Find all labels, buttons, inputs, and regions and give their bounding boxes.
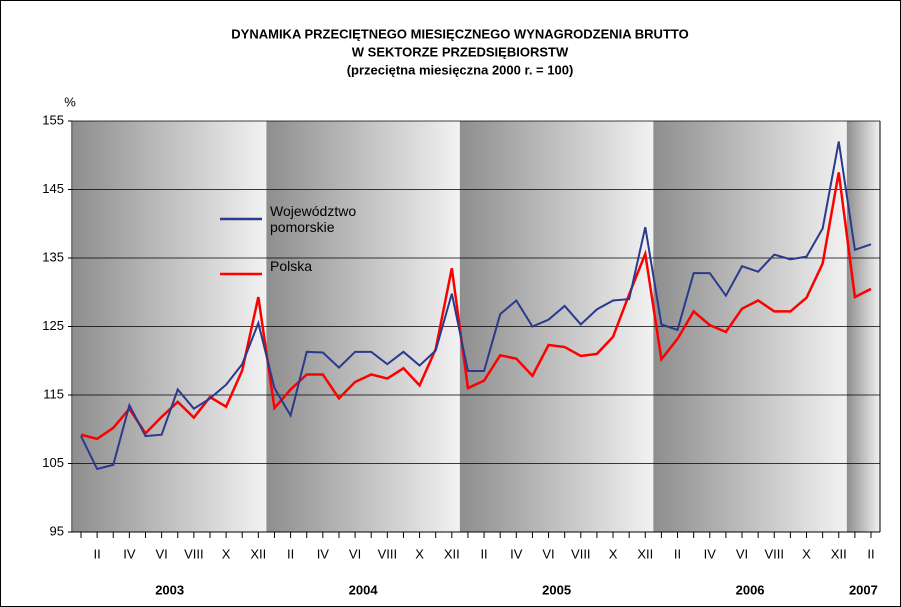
y-tick-label: 95 <box>50 523 64 538</box>
y-axis-label: % <box>64 94 76 109</box>
x-tick-label: X <box>415 546 424 561</box>
x-tick-label: VIII <box>571 546 591 561</box>
x-tick-label: X <box>222 546 231 561</box>
x-tick-label: VI <box>542 546 554 561</box>
x-tick-label: VI <box>349 546 361 561</box>
x-tick-label: II <box>867 546 874 561</box>
y-tick-label: 115 <box>43 386 64 401</box>
x-tick-label: VIII <box>378 546 398 561</box>
x-tick-label: XII <box>637 546 653 561</box>
chart-title: DYNAMIKA PRZECIĘTNEGO MIESIĘCZNEGO WYNAG… <box>231 26 688 41</box>
chart-subtitle: W SEKTORZE PRZEDSIĘBIORSTW <box>352 44 569 59</box>
x-tick-label: II <box>94 546 101 561</box>
chart-subtitle: (przeciętna miesięczna 2000 r. = 100) <box>347 62 574 77</box>
x-tick-label: II <box>480 546 487 561</box>
x-tick-label: VIII <box>184 546 204 561</box>
y-tick-label: 145 <box>42 181 64 196</box>
y-tick-label: 155 <box>42 112 64 127</box>
y-tick-label: 135 <box>42 249 64 264</box>
x-tick-label: II <box>674 546 681 561</box>
year-label: 2003 <box>155 582 184 597</box>
x-tick-label: IV <box>704 546 717 561</box>
year-label: 2004 <box>349 582 379 597</box>
x-tick-label: VI <box>736 546 748 561</box>
y-tick-label: 105 <box>42 455 64 470</box>
legend-label: Polska <box>270 258 313 274</box>
x-tick-label: X <box>609 546 618 561</box>
year-label: 2007 <box>849 582 878 597</box>
series-line <box>80 141 872 471</box>
legend-label: Województwo pomorskie <box>270 203 357 235</box>
series-line <box>80 172 872 441</box>
x-tick-label: XII <box>250 546 266 561</box>
x-tick-label: VI <box>155 546 167 561</box>
year-label: 2006 <box>736 582 765 597</box>
x-tick-label: X <box>802 546 811 561</box>
x-tick-label: XII <box>831 546 847 561</box>
x-tick-label: VIII <box>765 546 785 561</box>
y-tick-label: 125 <box>42 318 64 333</box>
x-tick-label: II <box>287 546 294 561</box>
x-tick-label: IV <box>510 546 523 561</box>
x-tick-label: IV <box>123 546 136 561</box>
x-tick-label: IV <box>317 546 330 561</box>
year-label: 2005 <box>542 582 571 597</box>
x-tick-label: XII <box>444 546 460 561</box>
